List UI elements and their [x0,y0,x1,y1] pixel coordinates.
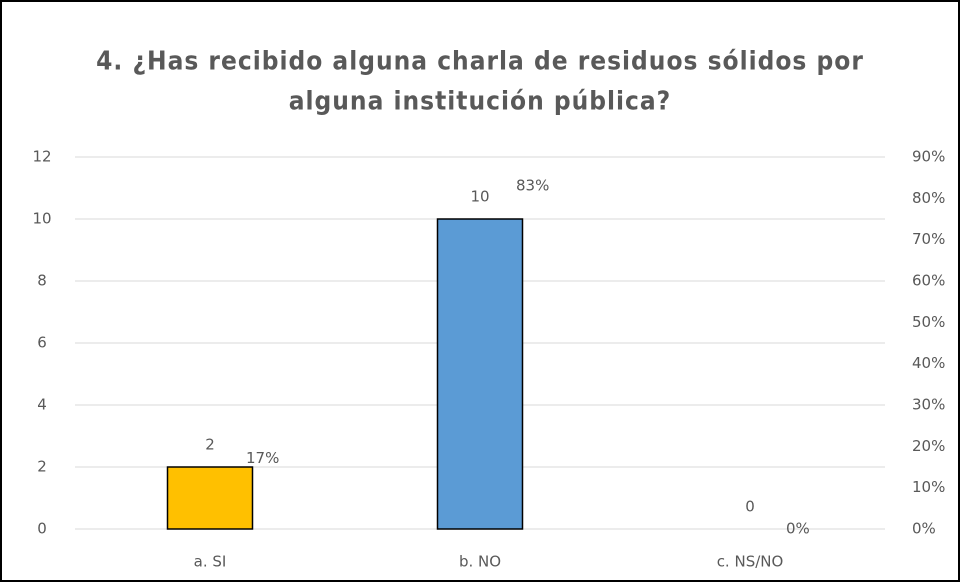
data-label: 17% [246,449,279,467]
x-tick-label: b. NO [459,553,501,571]
x-tick-label: a. SI [194,553,227,571]
y2-tick-label: 50% [912,313,945,331]
data-label: 0 [745,498,755,516]
y2-tick-label: 70% [912,230,945,248]
y2-tick-label: 40% [912,354,945,372]
bar [436,218,524,530]
data-label: 2 [205,436,215,454]
bar [166,466,254,530]
y-tick-label: 8 [37,272,47,290]
y2-tick-label: 20% [912,437,945,455]
data-label: 10 [470,188,489,206]
y-tick-label: 4 [37,396,47,414]
data-label: 0% [786,520,810,538]
y-tick-label: 6 [37,334,47,352]
y2-tick-label: 0% [912,520,936,538]
data-label: 83% [516,176,549,194]
y2-tick-label: 10% [912,478,945,496]
y2-tick-label: 90% [912,148,945,166]
y-tick-label: 12 [32,148,51,166]
y-tick-label: 10 [32,210,51,228]
y2-tick-label: 80% [912,189,945,207]
y-tick-label: 0 [37,520,47,538]
x-tick-label: c. NS/NO [717,553,784,571]
y-tick-label: 2 [37,458,47,476]
chart-title: alguna institución pública? [289,87,672,117]
chart-title: 4. ¿Has recibido alguna charla de residu… [96,47,864,77]
y2-tick-label: 30% [912,396,945,414]
y2-tick-label: 60% [912,272,945,290]
